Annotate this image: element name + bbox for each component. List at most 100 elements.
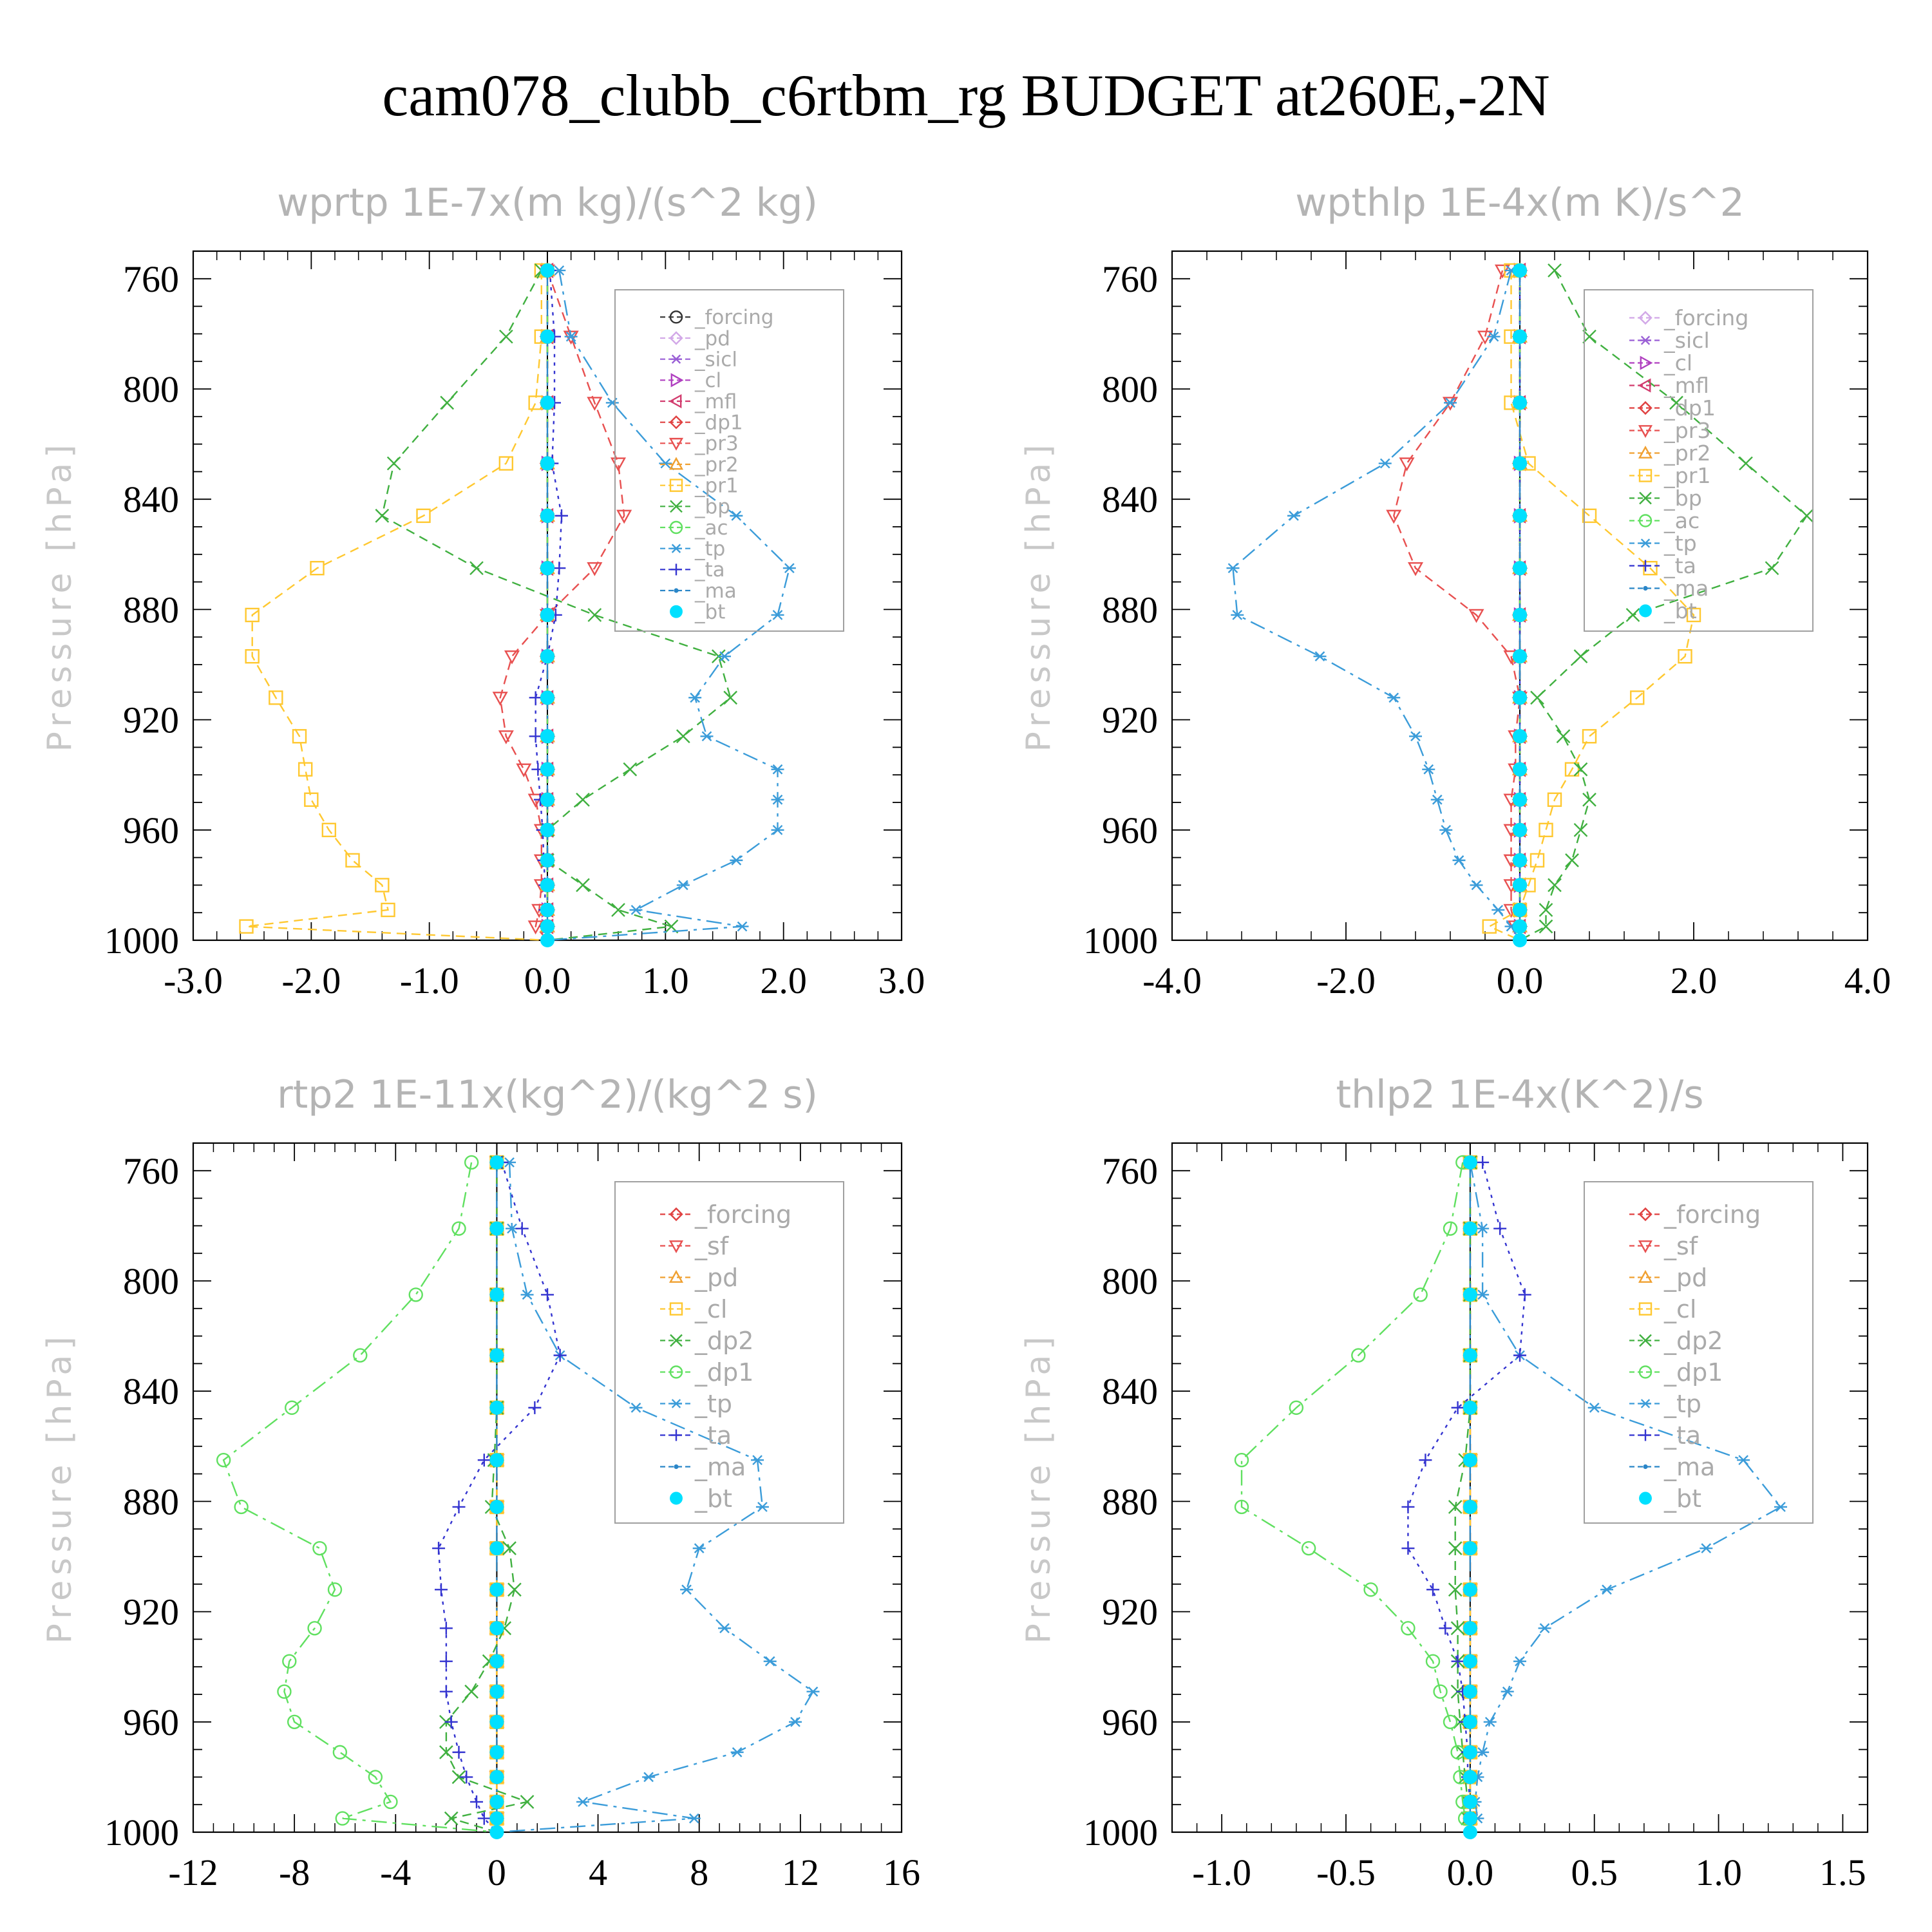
panel-2-series-bp-point	[1539, 919, 1553, 934]
panel-2-series-group	[1226, 262, 1814, 947]
panel-2-ytick-label: 920	[1102, 699, 1158, 741]
panel-1-legend-entry-pr3: _pr3	[660, 432, 739, 455]
panel-4-legend-entry-dp1-label: _dp1	[1663, 1358, 1723, 1387]
panel-2-series-tp-point	[1422, 764, 1435, 775]
panel-1-legend-entry-forcing-marker	[669, 310, 683, 324]
panel-2-series-bt-point	[1513, 395, 1527, 410]
panel-1-series-bt-point	[540, 561, 554, 576]
panel-1-series-tp-point	[771, 610, 784, 620]
panel-1-series-pr3-point	[616, 509, 632, 524]
panel-3-series-ta-point	[439, 1654, 453, 1668]
panel-2-ytick-label: 960	[1102, 810, 1158, 851]
panel-3-series-ta-point	[444, 1715, 458, 1728]
panel-1-series-bt-point	[540, 508, 554, 523]
panel-2-series-bp-point	[1539, 903, 1553, 917]
panel-3-legend-entry-ma-marker	[674, 1464, 679, 1470]
panel-3-series-bt-point	[489, 1582, 504, 1597]
panel-1-legend-entry-pd-label: _pd	[694, 327, 730, 350]
panel-2-series-pr1-point	[1482, 919, 1497, 934]
panel-1-series-pr1-point	[239, 919, 254, 934]
panel-3-series-bt-point	[489, 1499, 504, 1514]
panel-1-ytick-label: 960	[123, 810, 179, 851]
panel-2-legend-entry-dp1-marker	[1638, 401, 1653, 415]
panel-3-series-dp2-line	[445, 1162, 530, 1833]
panel-4-series-dp2-point	[1448, 1500, 1463, 1514]
panel-4-ylabel: Pressure [hPa]	[1019, 1332, 1058, 1644]
panel-1-series-bp-point	[469, 561, 484, 576]
panel-4-series-bt-point	[1463, 1794, 1477, 1809]
panel-2-series-bp-point	[1548, 878, 1562, 893]
panel-3-series-dp2-point	[451, 1770, 466, 1785]
panel-1-series-bt-point	[540, 902, 554, 917]
panel-4-legend-entry-bt-label: _bt	[1663, 1484, 1701, 1513]
panel-1-series-bt-point	[540, 822, 554, 837]
panel-4-ytick-label: 1000	[1083, 1812, 1158, 1853]
panel-1-series-bp-point	[386, 456, 401, 471]
panel-4-series-bt-point	[1463, 1348, 1477, 1363]
panel-3-legend-entry-ta: _ta	[660, 1421, 732, 1450]
panel-1-series-tp-point	[718, 651, 731, 662]
panel-4-series-dp2-point	[1448, 1582, 1463, 1597]
panel-4-series-ta-point	[1419, 1454, 1432, 1467]
panel-4-legend-entry-cl: _cl	[1629, 1295, 1696, 1323]
panel-3-series-bt-point	[489, 1825, 504, 1839]
panel-3-legend-entry-ma: _ma	[660, 1453, 746, 1481]
panel-1-legend-entry-forcing: _forcing	[660, 306, 774, 329]
panel-3-legend-entry-sf-label: _sf	[694, 1232, 730, 1260]
panel-3-series-dp1-point	[285, 1400, 299, 1416]
panel-3-legend-entry-dp1: _dp1	[660, 1358, 753, 1387]
panel-2-legend-entry-tp: _tp	[1629, 531, 1697, 556]
panel-2-series-bt-point	[1513, 762, 1527, 777]
panel-3-series-dp2-point	[444, 1811, 459, 1826]
panel-4-legend-entry-ta: _ta	[1629, 1421, 1701, 1450]
panel-2-legend-entry-dp1-label: _dp1	[1663, 395, 1716, 421]
panel-2-legend-entry-mfl: _mfl	[1629, 373, 1709, 398]
panel-3-series-tp-point	[789, 1716, 802, 1727]
panel-3-legend-entry-cl-marker	[669, 1302, 683, 1316]
panel-1-ytick-label: 760	[123, 258, 179, 300]
panel-3-legend-entry-pd: _pd	[660, 1264, 738, 1292]
panel-1-legend-entry-ma-marker	[674, 588, 679, 593]
panel-2-series-bp-point	[1739, 456, 1753, 471]
panel-3-series-ta-point	[439, 1685, 453, 1698]
panel-1-legend-entry-pr1: _pr1	[660, 475, 739, 498]
panel-4-series-ta-point	[1451, 1401, 1464, 1414]
panel-2-legend-box	[1584, 289, 1814, 632]
panel-3-legend-entry-forcing-label: _forcing	[694, 1200, 791, 1229]
panel-4-series-bt-point	[1463, 1541, 1477, 1556]
panel-3-series-dp1-point	[287, 1714, 302, 1730]
panel-2-ytick-label: 840	[1102, 478, 1158, 520]
panel-2-legend-entry-pr3-label: _pr3	[1663, 418, 1711, 443]
panel-4-series-dp1-point	[1401, 1621, 1416, 1636]
panel-2-series-bp-point	[1548, 263, 1562, 278]
panel-2-series-bp-point	[1582, 329, 1596, 344]
panel-2-legend-entry-tp-label: _tp	[1663, 531, 1697, 556]
panel-3-series-tp-point	[755, 1502, 769, 1512]
panel-2-series-pr1-point	[1547, 792, 1562, 807]
panel-4-xtick-label: -1.0	[1192, 1852, 1251, 1893]
panel-1-legend-entry-ma-label: _ma	[694, 580, 737, 603]
panel-3-ytick-label: 1000	[104, 1812, 179, 1853]
panel-1-series-pr1-line	[246, 270, 548, 942]
panel-2-series-tp-point	[1452, 855, 1466, 866]
panel-1-xtick-label: -2.0	[281, 960, 341, 1001]
panel-3-series-dp1-point	[383, 1794, 398, 1810]
panel-3-ytick-label: 880	[123, 1481, 179, 1522]
panel-2-legend-entry-ta: _ta	[1629, 553, 1696, 578]
panel-1-legend-entry-mfl-marker	[668, 393, 682, 409]
panel-4-xtick-label: 1.0	[1695, 1852, 1742, 1893]
panel-2-series-pr1-point	[1678, 649, 1692, 664]
panel-1-series-ta-point	[553, 562, 566, 575]
panel-1-xtick-label: 2.0	[760, 960, 807, 1001]
panel-1-series-bt-point	[540, 690, 554, 705]
panel-1-series-pr1-point	[345, 853, 360, 868]
panel-2-legend-entry-pr3: _pr3	[1629, 418, 1711, 443]
panel-4-legend-entry-sf-label: _sf	[1663, 1232, 1699, 1260]
panel-4-series-dp1	[1234, 1155, 1473, 1833]
panel-2-legend-entry-pr1: _pr1	[1629, 463, 1711, 488]
panel-2-series-tp-line	[1232, 270, 1521, 941]
panel-2-series-bt-point	[1513, 561, 1527, 576]
panel-1-series-bt-point	[540, 919, 554, 934]
panel-4-series-ta	[1401, 1155, 1531, 1832]
panel-4-legend-entry-ma-label: _ma	[1663, 1453, 1715, 1481]
